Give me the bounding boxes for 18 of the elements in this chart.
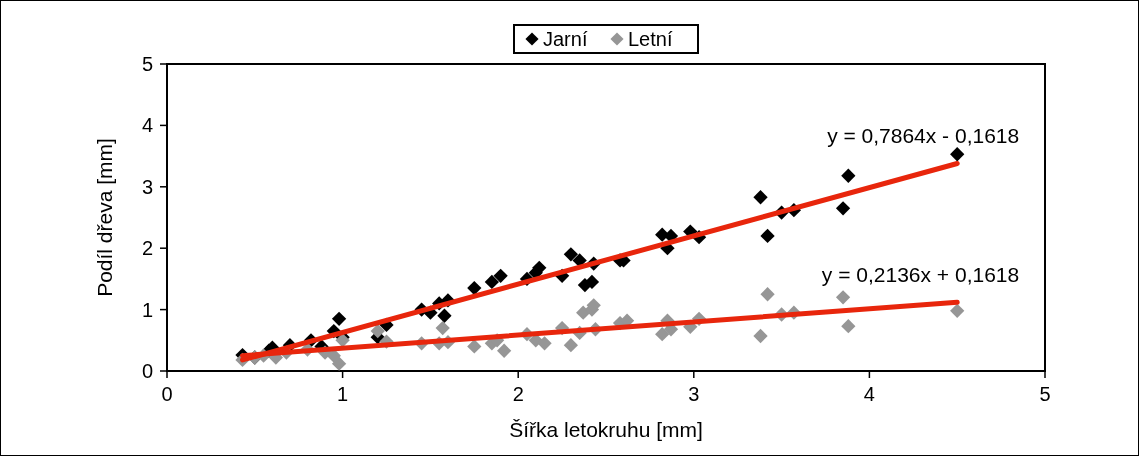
y-tick-label: 2 xyxy=(141,237,153,260)
annotation: y = 0,7864x - 0,1618 xyxy=(827,124,1020,148)
y-tick-label: 4 xyxy=(141,114,153,137)
x-axis-title: Šířka letokruhu [mm] xyxy=(509,418,703,441)
x-tick-label: 3 xyxy=(688,383,700,405)
y-tick-label: 3 xyxy=(141,175,153,198)
y-tick-label: 5 xyxy=(141,53,153,75)
x-tick-label: 2 xyxy=(512,383,524,405)
annotation: y = 0,2136x + 0,1618 xyxy=(821,263,1020,287)
y-tick-label: 0 xyxy=(141,360,153,382)
y-axis-title: Podíl dřeva [mm] xyxy=(93,138,116,297)
legend-label: Letní xyxy=(628,28,673,50)
y-tick-label: 1 xyxy=(141,298,153,321)
x-tick-label: 1 xyxy=(337,383,349,405)
x-tick-label: 0 xyxy=(161,383,173,405)
legend-label: Jarní xyxy=(543,28,588,50)
x-tick-label: 5 xyxy=(1039,383,1051,405)
x-tick-label: 4 xyxy=(863,383,875,405)
